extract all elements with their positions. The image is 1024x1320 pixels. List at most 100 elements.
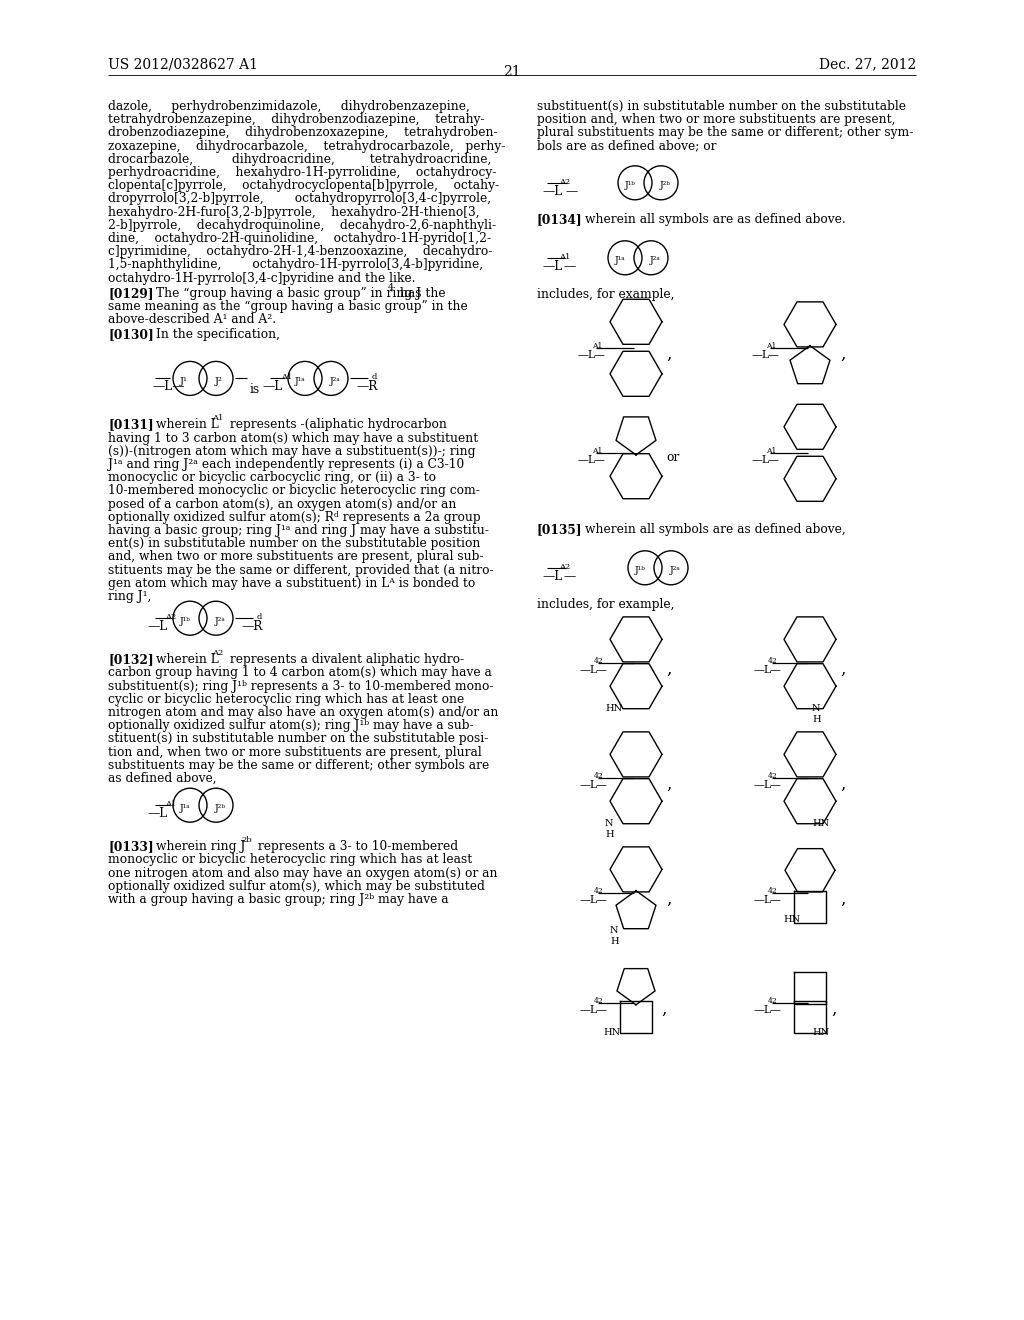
Text: as defined above,: as defined above,: [108, 772, 217, 785]
Text: is: is: [249, 383, 259, 396]
Text: J²ᵃ: J²ᵃ: [670, 566, 680, 576]
Text: —: —: [594, 455, 605, 465]
Text: A1: A1: [592, 446, 602, 455]
Text: J¹ᵃ: J¹ᵃ: [295, 378, 305, 385]
Text: optionally oxidized sulfur atom(s); Rᵈ represents a 2a group: optionally oxidized sulfur atom(s); Rᵈ r…: [108, 511, 480, 524]
Text: and, when two or more substituents are present, plural sub-: and, when two or more substituents are p…: [108, 550, 483, 564]
Text: —L: —L: [754, 895, 772, 904]
Text: zoxazepine,    dihydrocarbazole,    tetrahydrocarbazole,   perhy-: zoxazepine, dihydrocarbazole, tetrahydro…: [108, 140, 506, 153]
Text: —R: —R: [241, 620, 262, 634]
Text: wherein L: wherein L: [156, 653, 219, 667]
Text: J¹ᵃ: J¹ᵃ: [179, 804, 190, 813]
Text: ,: ,: [840, 891, 846, 908]
Text: HN: HN: [812, 820, 829, 829]
Text: dine,    octahydro-2H-quinolidine,    octahydro-1H-pyrido[1,2-: dine, octahydro-2H-quinolidine, octahydr…: [108, 232, 492, 246]
Text: —L: —L: [578, 350, 596, 360]
Text: perhydroacridine,    hexahydro-1H-pyrrolidine,    octahydrocy-: perhydroacridine, hexahydro-1H-pyrrolidi…: [108, 166, 497, 180]
Text: Dec. 27, 2012: Dec. 27, 2012: [819, 57, 916, 71]
Text: A1: A1: [766, 342, 776, 350]
Text: —L: —L: [754, 665, 772, 675]
Text: J¹: J¹: [180, 378, 188, 385]
Text: HN: HN: [812, 1028, 829, 1038]
Text: [0134]: [0134]: [537, 213, 583, 226]
Text: J²ᵃ: J²ᵃ: [649, 256, 660, 265]
Text: 42: 42: [768, 997, 778, 1005]
Text: ,: ,: [840, 661, 846, 677]
Text: one nitrogen atom and also may have an oxygen atom(s) or an: one nitrogen atom and also may have an o…: [108, 867, 498, 879]
Text: d: d: [257, 614, 262, 622]
Text: 10-membered monocyclic or bicyclic heterocyclic ring com-: 10-membered monocyclic or bicyclic heter…: [108, 484, 480, 498]
Text: J²ᵃ: J²ᵃ: [330, 378, 340, 385]
Text: [0129]: [0129]: [108, 286, 154, 300]
Text: hexahydro-2H-furo[3,2-b]pyrrole,    hexahydro-2H-thieno[3,: hexahydro-2H-furo[3,2-b]pyrrole, hexahyd…: [108, 206, 479, 219]
Text: above-described A¹ and A².: above-described A¹ and A².: [108, 313, 276, 326]
Text: —: —: [768, 350, 779, 360]
Text: (s))-(nitrogen atom which may have a substituent(s))-; ring: (s))-(nitrogen atom which may have a sub…: [108, 445, 475, 458]
Text: —L: —L: [754, 1005, 772, 1015]
Text: represents a divalent aliphatic hydro-: represents a divalent aliphatic hydro-: [226, 653, 464, 667]
Text: The “group having a basic group” in ring J: The “group having a basic group” in ring…: [156, 286, 421, 300]
Text: —L: —L: [262, 380, 283, 393]
Text: having a basic group; ring J¹ᵃ and ring J may have a substitu-: having a basic group; ring J¹ᵃ and ring …: [108, 524, 488, 537]
Text: 42: 42: [594, 887, 604, 895]
Text: stituents may be the same or different, provided that (a nitro-: stituents may be the same or different, …: [108, 564, 494, 577]
Text: substituents may be the same or different; other symbols are: substituents may be the same or differen…: [108, 759, 489, 772]
Text: —: —: [770, 895, 781, 904]
Text: ,: ,: [666, 891, 672, 908]
Text: US 2012/0328627 A1: US 2012/0328627 A1: [108, 57, 258, 71]
Text: —L: —L: [147, 620, 167, 634]
Text: A1: A1: [165, 800, 176, 808]
Text: drocarbazole,          dihydroacridine,         tetrahydroacridine,: drocarbazole, dihydroacridine, tetrahydr…: [108, 153, 492, 166]
Text: cyclic or bicyclic heterocyclic ring which has at least one: cyclic or bicyclic heterocyclic ring whi…: [108, 693, 464, 706]
Text: wherein ring J: wherein ring J: [156, 841, 246, 853]
Text: —: —: [596, 1005, 607, 1015]
Text: —L: —L: [578, 455, 596, 465]
Text: 42: 42: [594, 997, 604, 1005]
Text: —: —: [770, 665, 781, 675]
Text: or: or: [666, 451, 679, 463]
Text: ,: ,: [666, 661, 672, 677]
Text: [0135]: [0135]: [537, 523, 583, 536]
Text: —L: —L: [580, 1005, 598, 1015]
Text: includes, for example,: includes, for example,: [537, 598, 675, 611]
Text: —: —: [563, 260, 575, 273]
Text: HN: HN: [605, 705, 623, 713]
Text: octahydro-1H-pyrrolo[3,4-c]pyridine and the like.: octahydro-1H-pyrrolo[3,4-c]pyridine and …: [108, 272, 416, 285]
Text: ring J¹,: ring J¹,: [108, 590, 152, 603]
Text: A1: A1: [559, 253, 570, 261]
Text: A1: A1: [592, 342, 602, 350]
Text: substituent(s) in substitutable number on the substitutable: substituent(s) in substitutable number o…: [537, 100, 906, 114]
Text: ent(s) in substitutable number on the substitutable position: ent(s) in substitutable number on the su…: [108, 537, 480, 550]
Text: same meaning as the “group having a basic group” in the: same meaning as the “group having a basi…: [108, 300, 468, 313]
Text: has the: has the: [396, 286, 445, 300]
Text: 42: 42: [594, 657, 604, 665]
Text: J¹ᵇ: J¹ᵇ: [625, 181, 636, 190]
Text: dropyrrolo[3,2-b]pyrrole,        octahydropyrrolo[3,4-c]pyrrole,: dropyrrolo[3,2-b]pyrrole, octahydropyrro…: [108, 193, 492, 206]
Text: —L—: —L—: [152, 380, 184, 393]
Text: J¹ᵃ: J¹ᵃ: [614, 256, 626, 265]
Text: 42: 42: [768, 657, 778, 665]
Text: —R: —R: [356, 380, 378, 393]
Text: —L: —L: [542, 570, 562, 583]
Text: carbon group having 1 to 4 carbon atom(s) which may have a: carbon group having 1 to 4 carbon atom(s…: [108, 667, 492, 680]
Text: optionally oxidized sulfur atom(s), which may be substituted: optionally oxidized sulfur atom(s), whic…: [108, 880, 485, 892]
Text: d: d: [372, 374, 378, 381]
Text: wherein L: wherein L: [156, 418, 219, 432]
Text: A1: A1: [766, 446, 776, 455]
Text: A1: A1: [212, 414, 223, 422]
Text: —L: —L: [752, 350, 770, 360]
Text: [0130]: [0130]: [108, 329, 154, 342]
Text: —: —: [594, 350, 605, 360]
Text: bols are as defined above; or: bols are as defined above; or: [537, 140, 717, 153]
Text: position and, when two or more substituents are present,: position and, when two or more substitue…: [537, 114, 896, 127]
Text: A2: A2: [212, 649, 223, 657]
Text: wherein all symbols are as defined above.: wherein all symbols are as defined above…: [585, 213, 846, 226]
Text: J¹ᵃ and ring J²ᵃ each independently represents (i) a C3-10: J¹ᵃ and ring J²ᵃ each independently repr…: [108, 458, 464, 471]
Text: J²ᵇ: J²ᵇ: [214, 804, 225, 813]
Text: —L: —L: [147, 808, 167, 820]
Text: c]pyrimidine,    octahydro-2H-1,4-benzooxazine,    decahydro-: c]pyrimidine, octahydro-2H-1,4-benzooxaz…: [108, 246, 493, 259]
Text: —L: —L: [580, 665, 598, 675]
Text: tetrahydrobenzazepine,    dihydrobenzodiazepine,    tetrahy-: tetrahydrobenzazepine, dihydrobenzodiaze…: [108, 114, 484, 127]
Text: ,: ,: [831, 1001, 837, 1018]
Text: —: —: [596, 780, 607, 789]
